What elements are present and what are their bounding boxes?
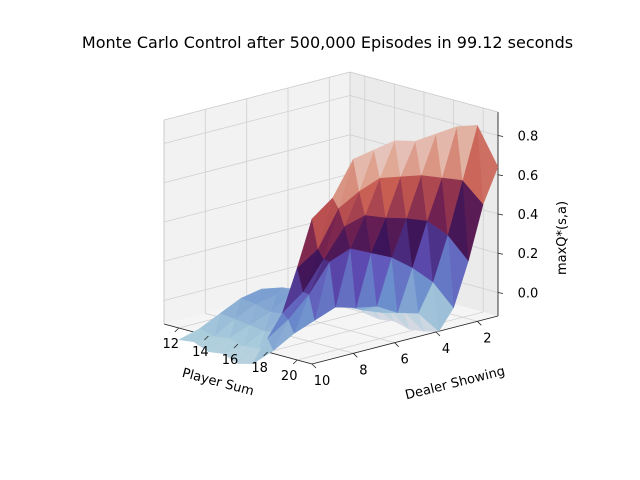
y-tick-label: 4 [442, 342, 450, 357]
x-tick-label: 12 [163, 337, 180, 352]
y-tick-label: 8 [359, 363, 367, 378]
y-tick-mark [394, 342, 399, 347]
surface-facet [435, 126, 458, 178]
x-tick-mark [174, 327, 180, 333]
x-tick-mark [233, 343, 239, 349]
surface-facet [415, 133, 437, 176]
surface-facet [311, 197, 333, 249]
x-tick-mark [204, 335, 209, 341]
surface-facet [332, 159, 354, 209]
z-tick-label: 0.8 [518, 130, 539, 145]
z-tick-label: 0.2 [518, 247, 539, 262]
pane-edge [163, 71, 499, 324]
z-tick-mark [497, 135, 504, 137]
x-tick-label: 20 [281, 369, 298, 384]
y-tick-mark [477, 321, 482, 326]
y-axis-line [311, 315, 499, 365]
surface-facet [178, 328, 200, 343]
x-tick-label: 16 [222, 353, 239, 368]
surface-facet [373, 140, 396, 179]
x-tick-mark [292, 359, 298, 365]
x-axis-label: Player Sum [180, 366, 255, 400]
surface-facet [456, 124, 478, 181]
y-tick-mark [353, 353, 358, 358]
x-tick-label: 18 [251, 361, 268, 376]
z-tick-mark [497, 292, 504, 294]
surface-facet [193, 336, 215, 353]
chart-title: Monte Carlo Control after 500,000 Episod… [81, 33, 574, 52]
surface-facet [237, 347, 260, 364]
z-tick-mark [497, 252, 504, 255]
surface-mesh [178, 124, 499, 365]
y-tick-label: 2 [483, 331, 491, 346]
z-tick-label: 0.4 [518, 208, 539, 223]
surface-facet [207, 338, 230, 354]
z-axis-label: maxQ*(s,a) [555, 201, 570, 275]
z-tick-mark [497, 213, 504, 216]
z-tick-label: 0.0 [518, 286, 539, 301]
z-tick-mark [497, 174, 504, 177]
axis-ticks: 12 14 16 18 20 2 4 6 8 10 0.0 0.2 0.4 0.6 0.8 [163, 130, 539, 389]
x-tick-label: 14 [192, 345, 209, 360]
gridline-y [204, 109, 354, 354]
y-axis-label: Dealer Showing [404, 364, 507, 403]
y-tick-mark [435, 331, 441, 337]
surface-facet [394, 140, 416, 178]
y-tick-label: 6 [401, 353, 409, 368]
z-tick-label: 0.6 [518, 169, 539, 184]
y-tick-mark [311, 363, 317, 369]
x-tick-mark [263, 351, 268, 357]
surface-facet [353, 149, 375, 192]
y-tick-label: 10 [314, 374, 331, 389]
surface-facet [222, 346, 245, 364]
